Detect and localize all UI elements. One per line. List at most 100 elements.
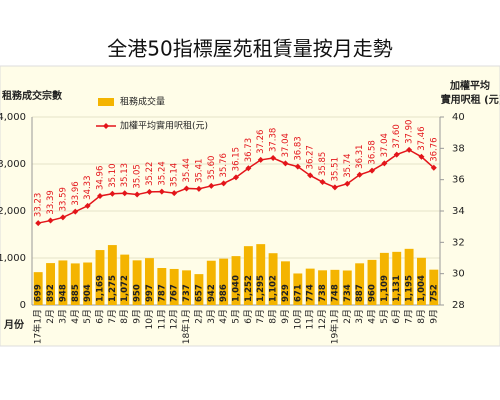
- line-value-label: 35.44: [182, 158, 192, 182]
- line-marker: [208, 182, 215, 189]
- line-marker: [97, 192, 103, 199]
- bar: [318, 270, 327, 305]
- bar-value-label: 887: [355, 284, 365, 302]
- bar: [268, 253, 278, 305]
- bar-value-label: 734: [343, 284, 353, 302]
- bar: [379, 252, 389, 305]
- bar: [367, 259, 377, 305]
- y-tick-label: 4,000: [0, 112, 26, 123]
- bar: [219, 258, 229, 305]
- bar-value-label: 752: [429, 284, 439, 302]
- x-tick-label: 8月: [416, 309, 427, 324]
- line-value-label: 36.31: [355, 144, 365, 168]
- line-value-label: 36.58: [368, 140, 378, 164]
- line-marker: [109, 190, 116, 197]
- bar: [58, 260, 68, 305]
- bar-value-label: 1,195: [405, 275, 415, 302]
- bar-value-label: 1,252: [244, 275, 254, 302]
- bar-value-label: 929: [281, 284, 291, 302]
- bar-value-label: 948: [58, 284, 68, 302]
- bar-value-label: 1,102: [269, 275, 279, 302]
- x-tick-label: 4月: [70, 309, 81, 324]
- line-marker: [35, 220, 42, 227]
- bar-value-label: 1,040: [232, 275, 242, 302]
- bar-value-label: 787: [157, 284, 167, 302]
- bar: [206, 260, 216, 305]
- y-tick-label: 2,000: [0, 206, 26, 217]
- line-value-label: 36.83: [293, 136, 303, 160]
- bar: [305, 268, 315, 305]
- x-tick-label: 7月: [255, 309, 266, 324]
- x-tick-label: 17年1月: [32, 309, 44, 344]
- line-marker: [381, 160, 388, 167]
- line-value-label: 33.39: [46, 190, 56, 214]
- x-tick-label: 2月: [45, 309, 56, 324]
- legend-swatch: [98, 98, 114, 106]
- line-value-label: 37.38: [269, 128, 279, 152]
- bar-value-label: 1,004: [417, 275, 427, 302]
- line-marker: [146, 188, 153, 195]
- line-marker: [47, 217, 54, 224]
- line-value-label: 35.41: [194, 159, 204, 183]
- x-tick-label: 7月: [404, 309, 415, 324]
- bar-value-label: 1,295: [256, 275, 266, 302]
- line-value-label: 35.05: [133, 164, 143, 188]
- x-tick-label: 6月: [95, 309, 106, 324]
- bar-value-label: 1,072: [120, 275, 130, 302]
- line-value-label: 35.85: [318, 152, 328, 176]
- x-tick-label: 2月: [193, 309, 204, 324]
- line-value-label: 36.76: [429, 137, 439, 161]
- bar: [70, 263, 80, 305]
- bar: [281, 261, 290, 305]
- line-marker: [195, 185, 202, 192]
- line-marker: [121, 190, 128, 197]
- bar-value-label: 774: [306, 284, 316, 302]
- bar: [157, 268, 167, 305]
- bar: [194, 274, 204, 305]
- bar: [83, 262, 93, 305]
- bar: [33, 272, 43, 305]
- line-marker: [59, 214, 66, 221]
- bar-value-label: 950: [133, 284, 143, 302]
- line-value-label: 35.22: [145, 162, 155, 186]
- x-tick-label: 4月: [367, 309, 378, 324]
- line-value-label: 35.10: [108, 163, 118, 187]
- line-marker: [158, 188, 165, 195]
- bar: [355, 263, 365, 305]
- line-value-label: 36.73: [244, 138, 254, 162]
- line-value-label: 33.23: [34, 193, 44, 217]
- legend-label: 租務成交量: [120, 96, 165, 108]
- bar: [182, 270, 191, 305]
- bar: [120, 254, 130, 305]
- bar-value-label: 942: [207, 284, 217, 302]
- line-value-label: 37.90: [405, 120, 415, 144]
- line-marker: [84, 202, 91, 209]
- bar-value-label: 1,275: [108, 275, 118, 302]
- x-tick-label: 6月: [391, 309, 402, 324]
- y2-axis-label: 實用呎租 (元): [441, 93, 500, 106]
- line-value-label: 33.96: [71, 181, 81, 205]
- bar-value-label: 885: [71, 284, 81, 302]
- bar: [107, 245, 117, 305]
- bar-value-label: 892: [46, 284, 56, 302]
- x-tick-label: 5月: [379, 309, 390, 324]
- line-value-label: 36.15: [232, 147, 242, 171]
- line-value-label: 36.27: [306, 145, 316, 169]
- bar-value-label: 748: [330, 284, 340, 302]
- x-tick-label: 5月: [82, 309, 93, 324]
- line-value-label: 33.59: [58, 187, 68, 211]
- bar-value-label: 738: [318, 284, 328, 302]
- bar-value-label: 904: [83, 284, 93, 302]
- bar-value-label: 699: [34, 284, 44, 302]
- line-marker: [369, 167, 375, 174]
- x-tick-label: 2月: [342, 309, 353, 324]
- y2-tick-label: 36: [452, 175, 465, 186]
- line-marker: [393, 151, 400, 158]
- x-tick-label: 10月: [292, 309, 303, 329]
- bar: [392, 251, 402, 305]
- line-marker: [282, 160, 289, 167]
- chart-title: 全港50指標屋苑租賃量按月走勢: [107, 37, 392, 61]
- line-marker: [257, 156, 264, 163]
- bar: [243, 246, 253, 305]
- line-marker: [270, 155, 277, 162]
